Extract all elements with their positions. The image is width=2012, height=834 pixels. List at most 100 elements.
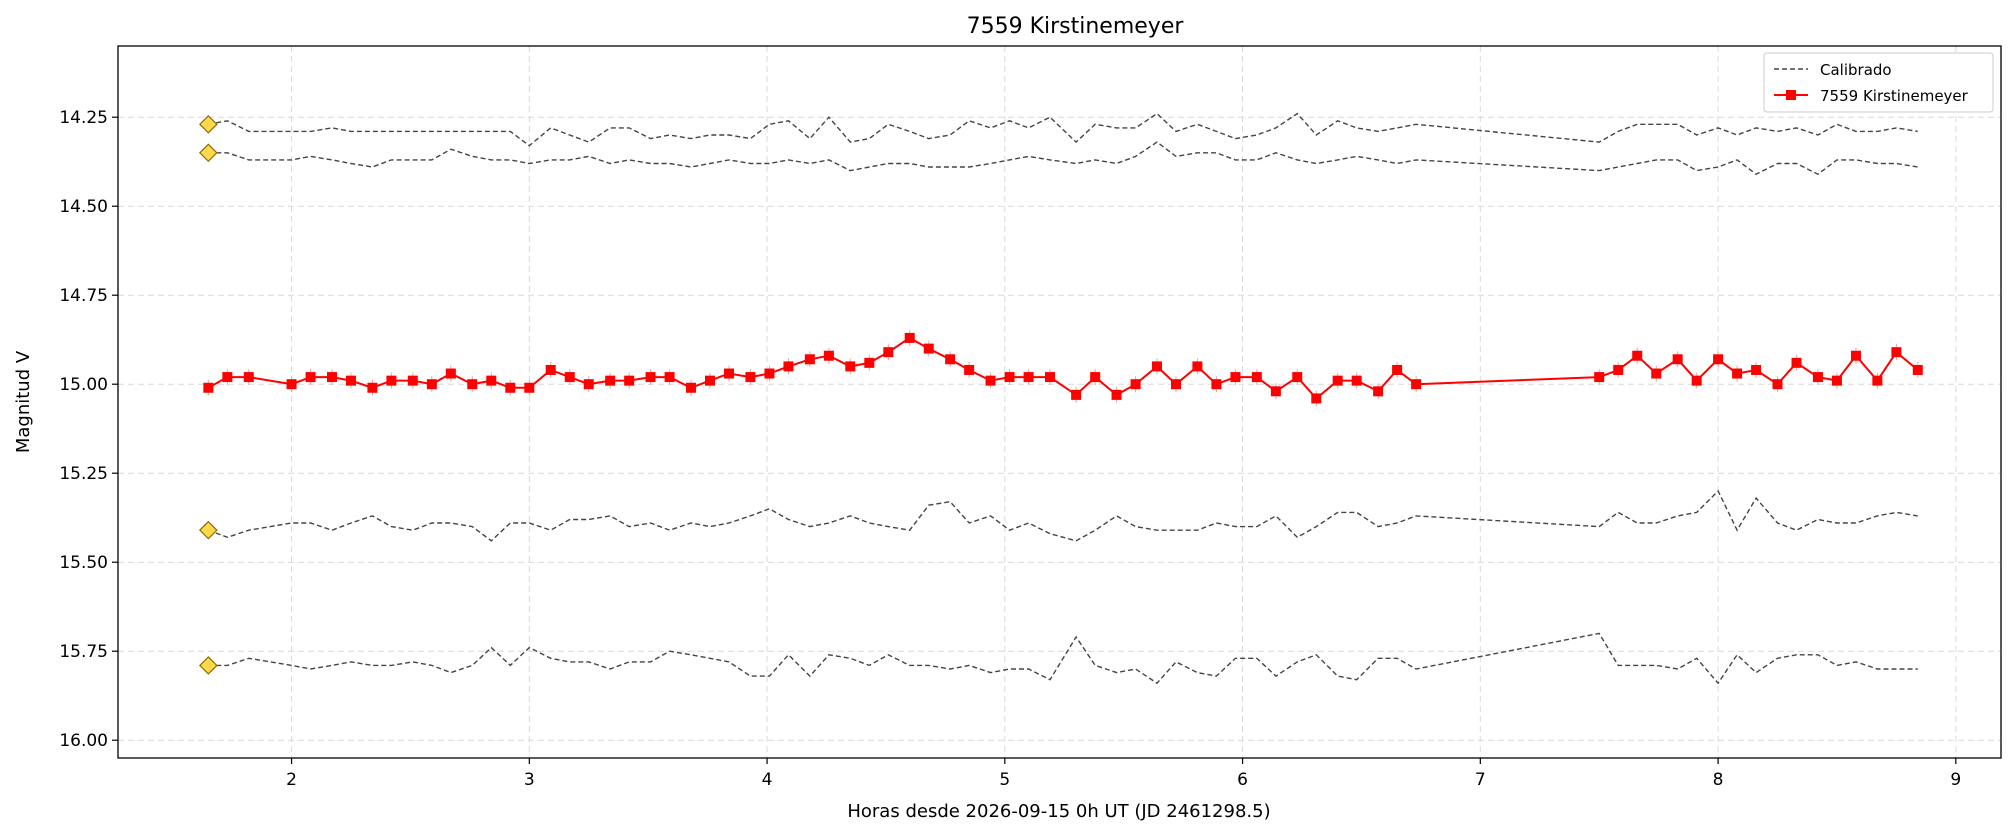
series-layer bbox=[198, 112, 1923, 685]
target-point bbox=[1270, 386, 1281, 397]
target-point bbox=[1004, 372, 1015, 383]
target-point bbox=[386, 375, 397, 386]
target-point bbox=[964, 364, 975, 375]
target-point bbox=[203, 382, 214, 393]
target-point bbox=[1251, 372, 1262, 383]
target-point bbox=[524, 382, 535, 393]
target-point bbox=[1292, 372, 1303, 383]
target-point bbox=[764, 368, 775, 379]
target-point bbox=[1831, 375, 1842, 386]
target-point bbox=[1850, 350, 1861, 361]
target-point bbox=[1751, 364, 1762, 375]
target-point bbox=[1613, 364, 1624, 375]
x-axis-ticks: 2 3 4 5 6 7 8 9 bbox=[286, 758, 1961, 790]
target-point bbox=[1311, 393, 1322, 404]
target-point bbox=[545, 364, 556, 375]
calibration-start-marker bbox=[198, 520, 218, 540]
x-tick-label: 5 bbox=[999, 770, 1010, 790]
legend-box bbox=[1763, 52, 1994, 113]
target-point bbox=[605, 375, 616, 386]
target-point bbox=[1211, 379, 1222, 390]
calibration-line-4 bbox=[208, 632, 1918, 685]
legend-calibrado-label: Calibrado bbox=[1820, 61, 1892, 79]
target-point bbox=[1351, 375, 1362, 386]
y-tick-label: 14.50 bbox=[59, 197, 108, 217]
target-point bbox=[1791, 357, 1802, 368]
target-point bbox=[685, 382, 696, 393]
target-point bbox=[1912, 364, 1923, 375]
chart-title: 7559 Kirstinemeyer bbox=[967, 14, 1185, 39]
target-point bbox=[467, 379, 478, 390]
target-point bbox=[326, 372, 337, 383]
y-tick-label: 15.50 bbox=[59, 553, 108, 573]
y-tick-label: 14.25 bbox=[59, 108, 108, 128]
target-point bbox=[286, 379, 297, 390]
target-point bbox=[1151, 361, 1162, 372]
calibration-start-marker bbox=[198, 143, 218, 163]
target-point bbox=[222, 372, 233, 383]
y-tick-label: 15.75 bbox=[59, 642, 108, 662]
target-point bbox=[985, 375, 996, 386]
target-point bbox=[845, 361, 856, 372]
target-point bbox=[864, 357, 875, 368]
target-point bbox=[645, 372, 656, 383]
target-point bbox=[1632, 350, 1643, 361]
target-point bbox=[583, 379, 594, 390]
x-tick-label: 6 bbox=[1237, 770, 1248, 790]
target-point bbox=[724, 368, 735, 379]
target-point bbox=[505, 382, 516, 393]
calibration-start-marker bbox=[198, 114, 218, 134]
y-tick-label: 16.00 bbox=[59, 731, 108, 751]
target-point bbox=[1392, 364, 1403, 375]
target-point bbox=[705, 375, 716, 386]
target-point bbox=[745, 372, 756, 383]
target-point bbox=[904, 332, 915, 343]
x-axis-label: Horas desde 2026-09-15 0h UT (JD 2461298… bbox=[847, 801, 1270, 822]
target-point bbox=[1071, 389, 1082, 400]
target-point bbox=[305, 372, 316, 383]
target-point bbox=[1023, 372, 1034, 383]
y-axis-ticks: 14.25 14.50 14.75 15.00 15.25 15.50 15.75 16.00 bbox=[59, 108, 118, 751]
target-point bbox=[243, 372, 254, 383]
target-point bbox=[345, 375, 356, 386]
target-point bbox=[1130, 379, 1141, 390]
target-point bbox=[367, 382, 378, 393]
target-point bbox=[1713, 354, 1724, 365]
calibration-line-1 bbox=[208, 112, 1918, 147]
plot-frame bbox=[117, 45, 2002, 759]
target-point bbox=[1170, 379, 1181, 390]
target-point bbox=[1651, 368, 1662, 379]
target-point bbox=[883, 347, 894, 358]
target-point bbox=[1332, 375, 1343, 386]
legend-target-label: 7559 Kirstinemeyer bbox=[1820, 87, 1969, 105]
target-point bbox=[1373, 386, 1384, 397]
target-point bbox=[804, 354, 815, 365]
target-point bbox=[945, 354, 956, 365]
target-point bbox=[823, 350, 834, 361]
target-point bbox=[1872, 375, 1883, 386]
x-tick-label: 8 bbox=[1713, 770, 1724, 790]
target-point bbox=[1772, 379, 1783, 390]
target-point bbox=[783, 361, 794, 372]
target-point bbox=[1111, 389, 1122, 400]
target-point bbox=[624, 375, 635, 386]
target-point bbox=[426, 379, 437, 390]
y-tick-label: 14.75 bbox=[59, 286, 108, 306]
target-point bbox=[1672, 354, 1683, 365]
target-point bbox=[664, 372, 675, 383]
legend: Calibrado 7559 Kirstinemeyer bbox=[1763, 52, 1994, 113]
target-point bbox=[1411, 379, 1422, 390]
x-tick-label: 9 bbox=[1950, 770, 1961, 790]
target-point bbox=[1090, 372, 1101, 383]
target-point bbox=[1891, 347, 1902, 358]
target-point bbox=[407, 375, 418, 386]
target-point bbox=[923, 343, 934, 354]
x-tick-label: 3 bbox=[524, 770, 535, 790]
target-point bbox=[486, 375, 497, 386]
y-axis-label: Magnitud V bbox=[13, 350, 34, 453]
target-point bbox=[445, 368, 456, 379]
calibration-line-2 bbox=[208, 141, 1918, 176]
x-tick-label: 7 bbox=[1475, 770, 1486, 790]
